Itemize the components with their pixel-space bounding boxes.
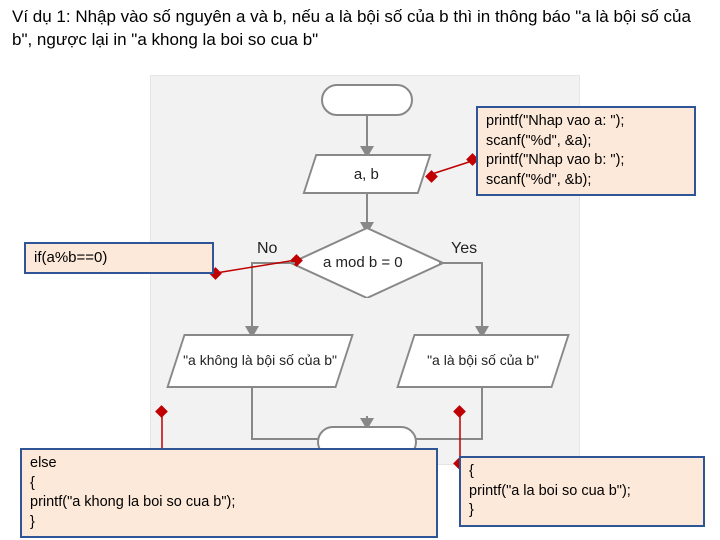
code-line: scanf("%d", &a);: [486, 132, 686, 152]
code-line: printf("Nhap vao b: ");: [486, 151, 686, 171]
code-line: printf("a khong la boi so cua b");: [30, 493, 428, 513]
code-line: if(a%b==0): [34, 248, 204, 268]
snippet-input: printf("Nhap vao a: "); scanf("%d", &a);…: [476, 106, 696, 196]
code-line: {: [30, 474, 428, 494]
snippet-yes: { printf("a la boi so cua b"); }: [459, 456, 705, 527]
code-line: else: [30, 454, 428, 474]
code-line: {: [469, 462, 695, 482]
code-line: }: [469, 501, 695, 521]
code-line: printf("Nhap vao a: ");: [486, 112, 686, 132]
snippet-condition: if(a%b==0): [24, 242, 214, 274]
snippet-else: else { printf("a khong la boi so cua b")…: [20, 448, 438, 538]
code-line: }: [30, 513, 428, 533]
code-line: printf("a la boi so cua b");: [469, 482, 695, 502]
code-line: scanf("%d", &b);: [486, 171, 686, 191]
